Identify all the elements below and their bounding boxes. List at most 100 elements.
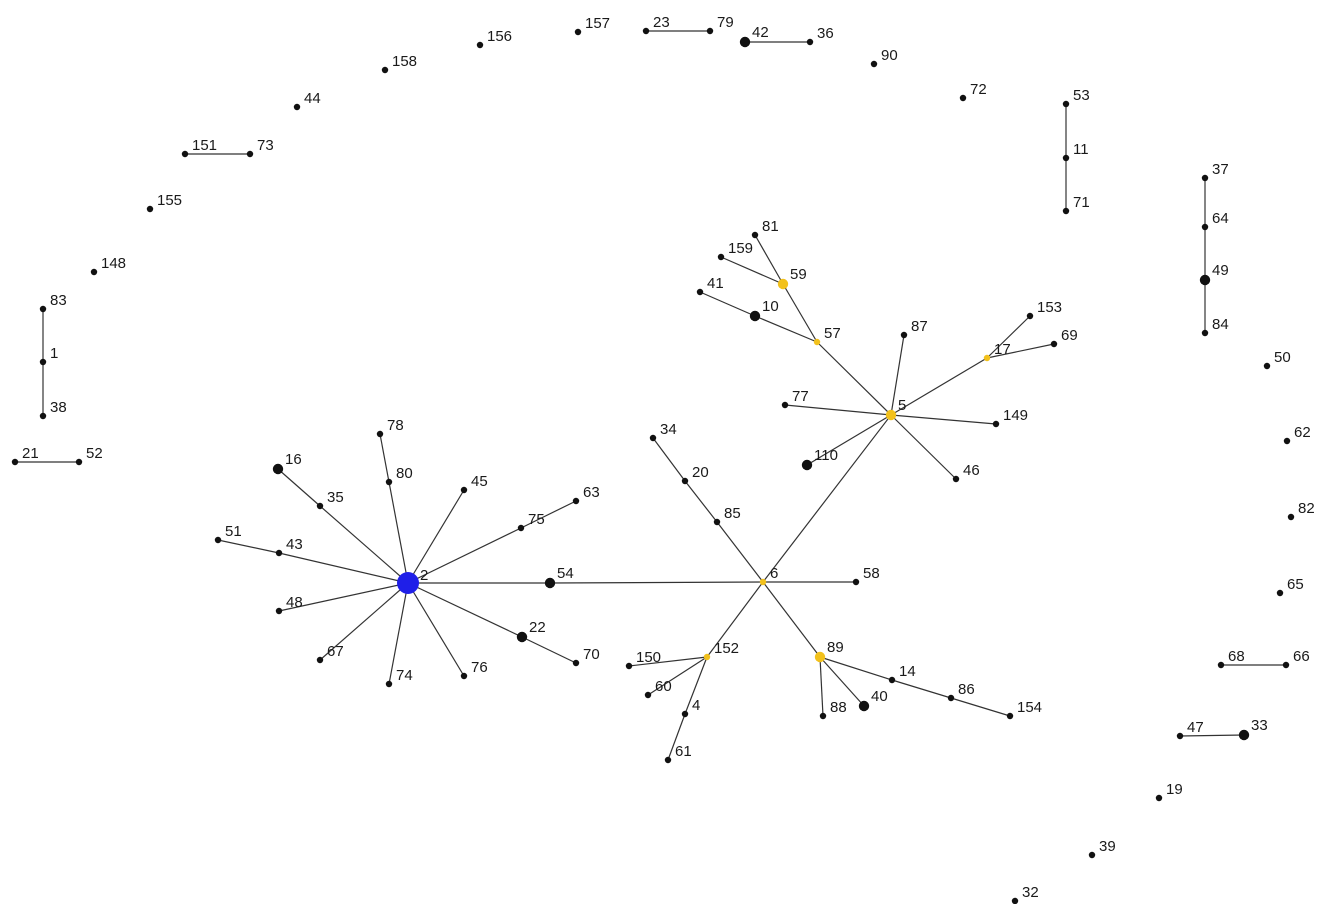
node-19[interactable] xyxy=(1155,794,1163,802)
node-16[interactable] xyxy=(272,463,284,475)
node-4[interactable] xyxy=(681,710,689,718)
node-21[interactable] xyxy=(11,458,19,466)
node-44[interactable] xyxy=(293,103,301,111)
node-70[interactable] xyxy=(572,659,580,667)
node-74[interactable] xyxy=(385,680,393,688)
node-label-41: 41 xyxy=(707,275,724,292)
node-67[interactable] xyxy=(316,656,324,664)
node-39[interactable] xyxy=(1088,851,1096,859)
node-label-35: 35 xyxy=(327,489,344,506)
node-23[interactable] xyxy=(642,27,650,35)
node-60[interactable] xyxy=(644,691,652,699)
node-label-154: 154 xyxy=(1017,699,1042,716)
node-17[interactable] xyxy=(983,354,991,362)
node-63[interactable] xyxy=(572,497,580,505)
node-68[interactable] xyxy=(1217,661,1225,669)
node-61[interactable] xyxy=(664,756,672,764)
node-33[interactable] xyxy=(1238,729,1250,741)
node-14[interactable] xyxy=(888,676,896,684)
node-label-20: 20 xyxy=(692,464,709,481)
node-156[interactable] xyxy=(476,41,484,49)
node-150[interactable] xyxy=(625,662,633,670)
node-45[interactable] xyxy=(460,486,468,494)
node-36[interactable] xyxy=(806,38,814,46)
node-153[interactable] xyxy=(1026,312,1034,320)
node-47[interactable] xyxy=(1176,732,1184,740)
node-75[interactable] xyxy=(517,524,525,532)
node-73[interactable] xyxy=(246,150,254,158)
node-5[interactable] xyxy=(885,409,897,421)
node-82[interactable] xyxy=(1287,513,1295,521)
node-53[interactable] xyxy=(1062,100,1070,108)
node-151[interactable] xyxy=(181,150,189,158)
node-85[interactable] xyxy=(713,518,721,526)
node-51[interactable] xyxy=(214,536,222,544)
node-label-61: 61 xyxy=(675,743,692,760)
node-42[interactable] xyxy=(739,36,751,48)
node-152[interactable] xyxy=(703,653,711,661)
node-20[interactable] xyxy=(681,477,689,485)
node-1[interactable] xyxy=(39,358,47,366)
node-40[interactable] xyxy=(858,700,870,712)
node-90[interactable] xyxy=(870,60,878,68)
node-88[interactable] xyxy=(819,712,827,720)
node-81[interactable] xyxy=(751,231,759,239)
node-149[interactable] xyxy=(992,420,1000,428)
node-66[interactable] xyxy=(1282,661,1290,669)
node-158[interactable] xyxy=(381,66,389,74)
node-label-85: 85 xyxy=(724,505,741,522)
node-38[interactable] xyxy=(39,412,47,420)
node-65[interactable] xyxy=(1276,589,1284,597)
node-76[interactable] xyxy=(460,672,468,680)
node-label-53: 53 xyxy=(1073,87,1090,104)
node-62[interactable] xyxy=(1283,437,1291,445)
node-58[interactable] xyxy=(852,578,860,586)
node-78[interactable] xyxy=(376,430,384,438)
node-59[interactable] xyxy=(777,278,789,290)
node-148[interactable] xyxy=(90,268,98,276)
node-157[interactable] xyxy=(574,28,582,36)
node-50[interactable] xyxy=(1263,362,1271,370)
node-22[interactable] xyxy=(516,631,528,643)
node-43[interactable] xyxy=(275,549,283,557)
node-10[interactable] xyxy=(749,310,761,322)
node-37[interactable] xyxy=(1201,174,1209,182)
node-52[interactable] xyxy=(75,458,83,466)
node-label-58: 58 xyxy=(863,565,880,582)
node-11[interactable] xyxy=(1062,154,1070,162)
node-57[interactable] xyxy=(813,338,821,346)
node-159[interactable] xyxy=(717,253,725,261)
node-54[interactable] xyxy=(544,577,556,589)
node-69[interactable] xyxy=(1050,340,1058,348)
node-34[interactable] xyxy=(649,434,657,442)
node-41[interactable] xyxy=(696,288,704,296)
edge-46-5 xyxy=(890,414,957,480)
edge-57-5 xyxy=(816,341,892,416)
node-32[interactable] xyxy=(1011,897,1019,904)
node-79[interactable] xyxy=(706,27,714,35)
node-49[interactable] xyxy=(1199,274,1211,286)
node-46[interactable] xyxy=(952,475,960,483)
node-35[interactable] xyxy=(316,502,324,510)
node-110[interactable] xyxy=(801,459,813,471)
node-71[interactable] xyxy=(1062,207,1070,215)
edge-89-88 xyxy=(819,656,824,717)
node-77[interactable] xyxy=(781,401,789,409)
node-89[interactable] xyxy=(814,651,826,663)
node-label-83: 83 xyxy=(50,292,67,309)
node-48[interactable] xyxy=(275,607,283,615)
node-80[interactable] xyxy=(385,478,393,486)
node-84[interactable] xyxy=(1201,329,1209,337)
node-72[interactable] xyxy=(959,94,967,102)
node-2[interactable] xyxy=(397,572,419,594)
node-87[interactable] xyxy=(900,331,908,339)
node-155[interactable] xyxy=(146,205,154,213)
node-label-22: 22 xyxy=(529,619,546,636)
node-64[interactable] xyxy=(1201,223,1209,231)
node-6[interactable] xyxy=(759,578,767,586)
edge-80-2 xyxy=(388,481,409,584)
node-83[interactable] xyxy=(39,305,47,313)
node-86[interactable] xyxy=(947,694,955,702)
node-154[interactable] xyxy=(1006,712,1014,720)
node-label-151: 151 xyxy=(192,137,217,154)
